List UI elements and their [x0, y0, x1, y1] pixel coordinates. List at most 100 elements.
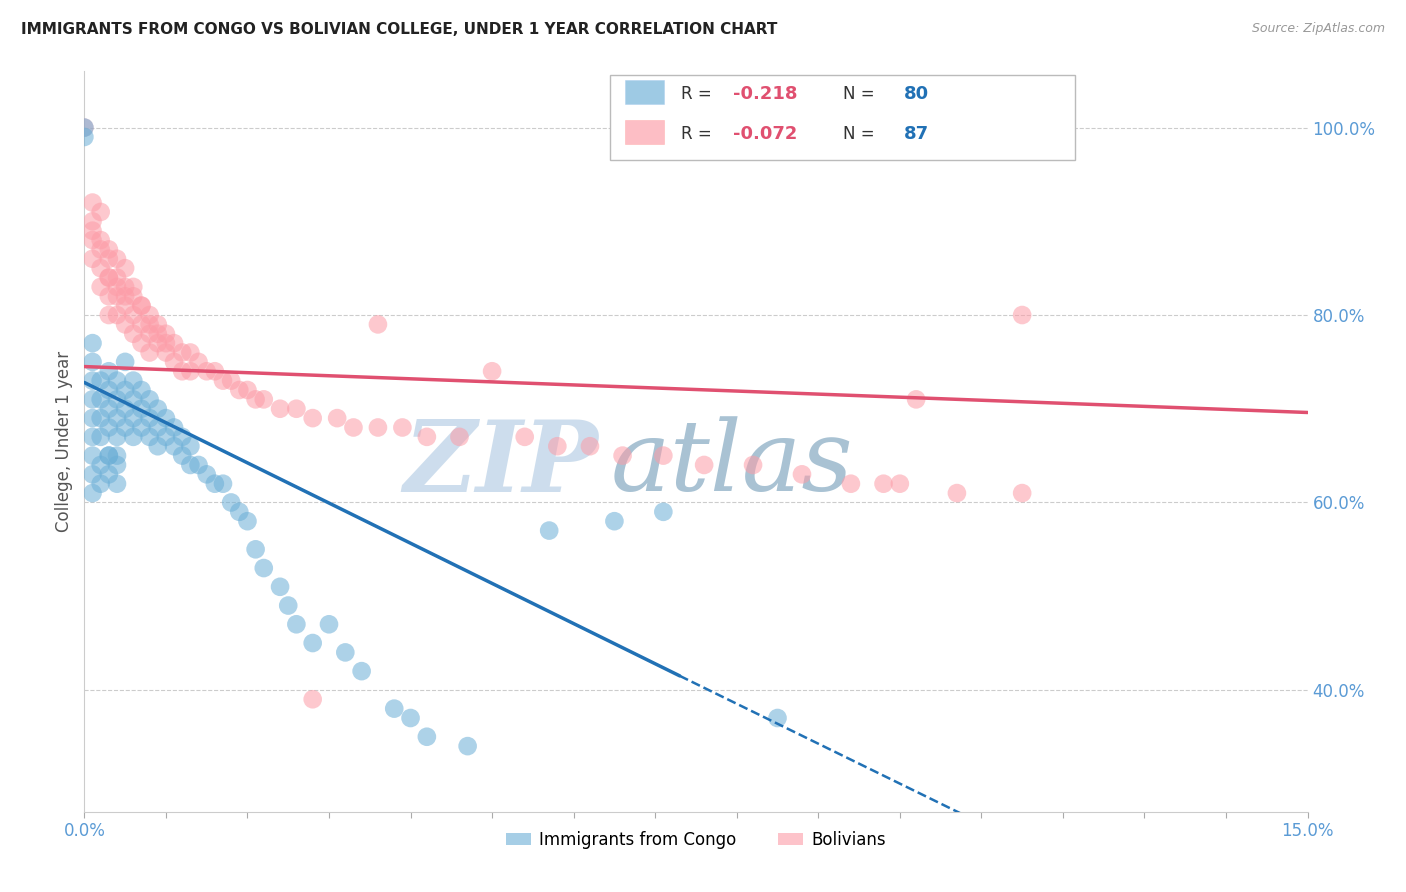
Point [212, 374, 235, 388]
Point [367, 318, 389, 332]
Point [131, 420, 153, 434]
Point [872, 476, 894, 491]
Point [138, 326, 160, 341]
Point [219, 495, 242, 509]
Point [236, 514, 259, 528]
Point [236, 383, 259, 397]
Point [97, 270, 120, 285]
Point [138, 392, 160, 407]
Bar [626, 120, 664, 144]
Text: 87: 87 [904, 125, 929, 143]
Point [82, 411, 104, 425]
Point [652, 505, 675, 519]
Point [179, 439, 201, 453]
Point [131, 318, 153, 332]
Point [105, 289, 128, 303]
Point [82, 214, 104, 228]
Point [603, 514, 626, 528]
Point [195, 467, 218, 482]
Point [90, 374, 112, 388]
Point [97, 420, 120, 434]
Text: ZIP: ZIP [404, 416, 598, 512]
Point [114, 289, 136, 303]
Point [97, 252, 120, 266]
Point [155, 326, 177, 341]
Point [131, 401, 153, 416]
Point [350, 664, 373, 678]
Point [90, 261, 112, 276]
Point [187, 458, 209, 472]
Text: -0.072: -0.072 [733, 125, 797, 143]
Point [399, 711, 422, 725]
Point [219, 374, 242, 388]
Point [122, 289, 145, 303]
Point [105, 280, 128, 294]
Point [946, 486, 969, 500]
Point [546, 439, 568, 453]
Point [228, 505, 250, 519]
Point [146, 401, 169, 416]
Point [97, 364, 120, 378]
Point [90, 411, 112, 425]
Point [122, 326, 145, 341]
Point [114, 299, 136, 313]
Point [138, 411, 160, 425]
Point [105, 458, 128, 472]
Point [382, 701, 405, 715]
Point [146, 336, 169, 351]
Point [172, 364, 194, 378]
Point [163, 420, 186, 434]
Point [391, 420, 413, 434]
FancyBboxPatch shape [610, 75, 1076, 161]
Point [105, 374, 128, 388]
Point [105, 270, 128, 285]
Point [105, 449, 128, 463]
Point [449, 430, 471, 444]
Point [82, 195, 104, 210]
Y-axis label: College, Under 1 year: College, Under 1 year [55, 351, 73, 533]
Text: atlas: atlas [610, 416, 853, 511]
Point [905, 392, 928, 407]
Point [301, 692, 323, 706]
Point [790, 467, 813, 482]
Point [326, 411, 349, 425]
Point [212, 476, 235, 491]
Point [172, 449, 194, 463]
Point [146, 326, 169, 341]
Point [146, 318, 169, 332]
Point [82, 336, 104, 351]
Point [90, 458, 112, 472]
Point [105, 252, 128, 266]
Point [105, 308, 128, 322]
Point [416, 730, 439, 744]
Point [318, 617, 340, 632]
Text: R =: R = [682, 85, 711, 103]
Point [82, 467, 104, 482]
Point [105, 430, 128, 444]
Point [179, 364, 201, 378]
Point [285, 617, 308, 632]
Point [131, 336, 153, 351]
Point [163, 355, 186, 369]
Text: 80: 80 [904, 85, 929, 103]
Point [742, 458, 765, 472]
Point [277, 599, 299, 613]
Point [253, 561, 276, 575]
Point [367, 420, 389, 434]
Point [652, 449, 675, 463]
Point [766, 711, 789, 725]
Point [73, 120, 96, 135]
Point [97, 270, 120, 285]
Point [131, 299, 153, 313]
Point [245, 392, 267, 407]
Point [155, 411, 177, 425]
Point [269, 401, 291, 416]
Point [579, 439, 602, 453]
Point [253, 392, 276, 407]
Point [122, 430, 145, 444]
Legend: Immigrants from Congo, Bolivians: Immigrants from Congo, Bolivians [499, 824, 893, 855]
Point [114, 261, 136, 276]
Point [122, 280, 145, 294]
Point [114, 383, 136, 397]
Point [122, 308, 145, 322]
